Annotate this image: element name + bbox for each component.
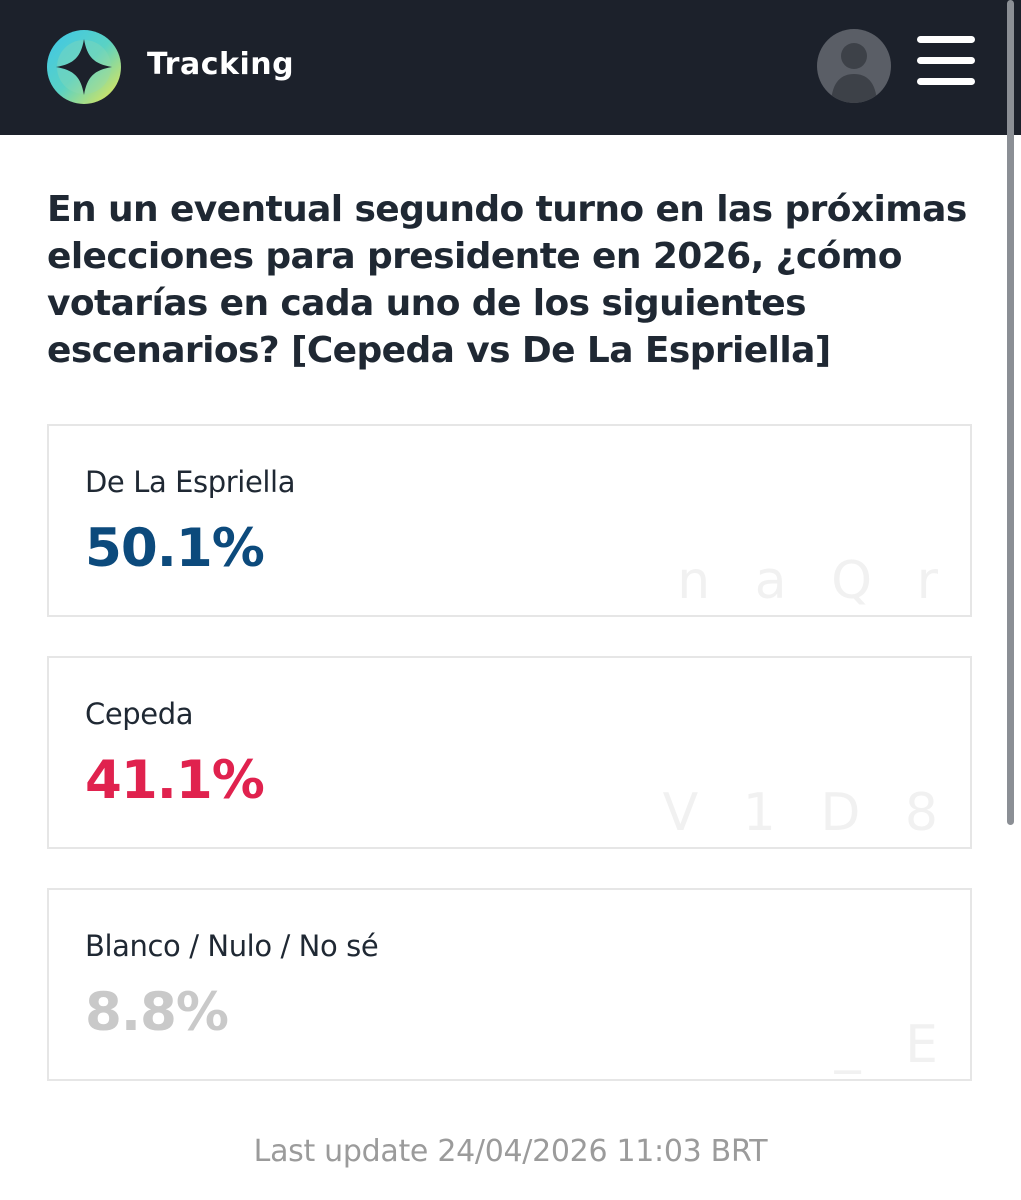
app-title: Tracking [147,47,295,82]
result-card-blanco-nulo: Blanco / Nulo / No sé 8.8% _ E [47,888,972,1081]
user-avatar-button[interactable] [817,29,891,103]
card-watermark: n a Q r [677,551,952,611]
page-scrollbar[interactable] [1007,0,1014,825]
last-update-text: Last update 24/04/2026 11:03 BRT [253,1134,768,1169]
candidate-percentage: 41.1% [85,750,265,811]
card-watermark: V 1 D 8 [662,783,952,843]
top-navigation-bar: Tracking [0,0,1021,825]
card-watermark: _ E [834,1015,952,1075]
hamburger-menu-icon[interactable] [917,35,975,87]
result-card-cepeda: Cepeda 41.1% V 1 D 8 [47,656,972,849]
result-card-de-la-espriella: De La Espriella 50.1% n a Q r [47,424,972,617]
candidate-label: Cepeda [85,697,194,731]
survey-question: En un eventual segundo turno en las próx… [47,189,967,371]
option-percentage: 8.8% [85,982,229,1043]
option-label: Blanco / Nulo / No sé [85,929,379,963]
user-avatar-icon [831,43,877,103]
candidate-label: De La Espriella [85,465,296,499]
candidate-percentage: 50.1% [85,518,265,579]
compass-logo-icon[interactable] [46,29,122,105]
